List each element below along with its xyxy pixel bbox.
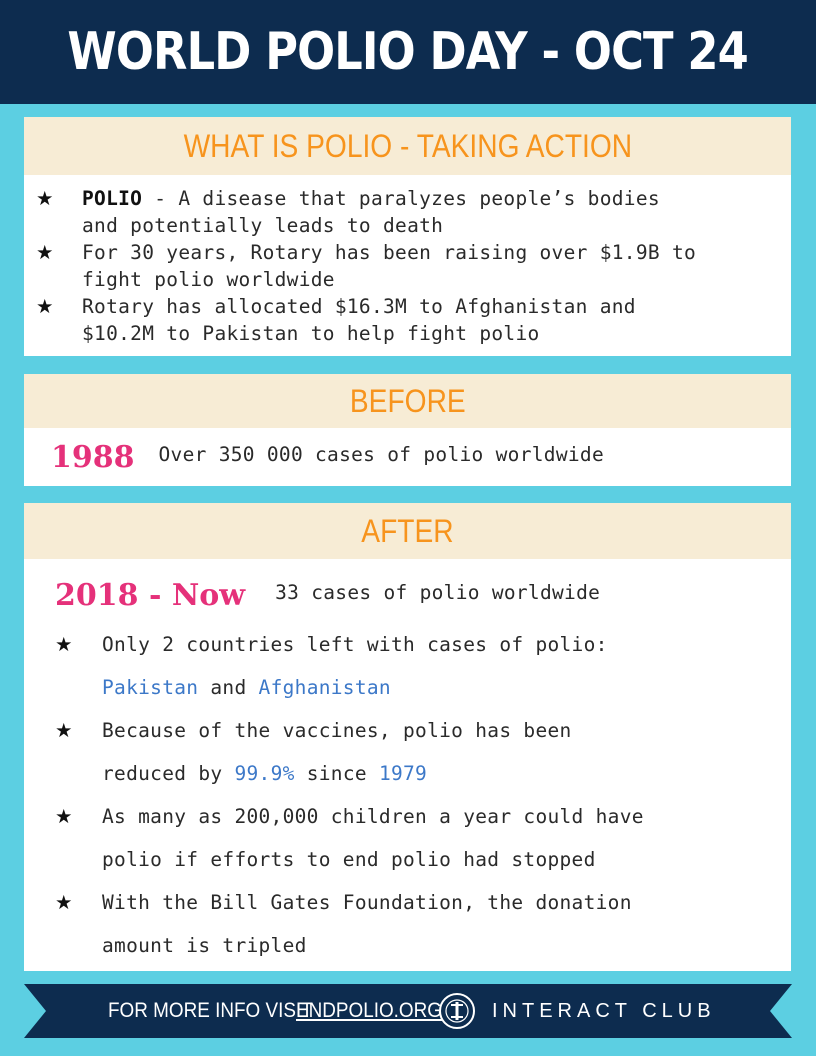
list-item: ★ Rotary has allocated $16.3M to Afghani… (24, 293, 791, 347)
title-bar: WORLD POLIO DAY - OCT 24 (0, 0, 816, 104)
section-heading-what-is-polio: WHAT IS POLIO - TAKING ACTION (24, 117, 791, 175)
footer-link-wrap: ENDPOLIO.ORG (296, 984, 458, 1038)
polio-term: POLIO (82, 187, 143, 210)
year-label: 1988 (51, 439, 135, 475)
bullet-text: Because of the vaccines, polio has been (102, 719, 572, 742)
footer-prefix: FOR MORE INFO VISIT (108, 999, 313, 1022)
country-afghanistan: Afghanistan (258, 676, 391, 699)
bullet-text: For 30 years, Rotary has been raising ov… (82, 241, 697, 264)
star-icon: ★ (36, 241, 54, 264)
star-icon: ★ (55, 633, 73, 656)
bullet-text: $10.2M to Pakistan to help fight polio (82, 322, 540, 345)
section-heading-after: AFTER (24, 503, 791, 559)
year-1979: 1979 (378, 762, 428, 785)
bullet-text: since (294, 762, 379, 785)
star-icon: ★ (36, 295, 54, 318)
bullet-text: With the Bill Gates Foundation, the dona… (102, 891, 632, 914)
before-text: Over 350 000 cases of polio worldwide (158, 442, 604, 466)
bullet-text: fight polio worldwide (82, 268, 335, 291)
before-row: 1988 Over 350 000 cases of polio worldwi… (24, 428, 791, 486)
footer-club: INTERACT CLUB (492, 984, 716, 1038)
star-icon: ★ (55, 805, 73, 828)
section-heading-before: BEFORE (24, 374, 791, 428)
bullet-text: Only 2 countries left with cases of poli… (102, 633, 608, 656)
star-icon: ★ (55, 891, 73, 914)
list-item: ★ As many as 200,000 children a year cou… (24, 795, 791, 881)
bullet-text: As many as 200,000 children a year could… (102, 805, 644, 828)
after-row: 2018 - Now 33 cases of polio worldwide (24, 559, 791, 623)
bullet-text: polio if efforts to end polio had stoppe… (102, 848, 596, 871)
what-is-polio-list: ★ POLIO - A disease that paralyzes peopl… (24, 175, 791, 347)
section-what-is-polio: WHAT IS POLIO - TAKING ACTION ★ POLIO - … (24, 117, 791, 356)
endpolio-link[interactable]: ENDPOLIO.ORG (296, 999, 442, 1022)
section-after: AFTER 2018 - Now 33 cases of polio world… (24, 503, 791, 971)
list-item: ★ Because of the vaccines, polio has bee… (24, 709, 791, 795)
section-heading-text: WHAT IS POLIO - TAKING ACTION (183, 127, 632, 164)
bullet-text: amount is tripled (102, 934, 307, 957)
section-before: BEFORE 1988 Over 350 000 cases of polio … (24, 374, 791, 486)
page-title: WORLD POLIO DAY - OCT 24 (67, 22, 749, 82)
bullet-text: and potentially leads to death (82, 214, 444, 237)
reduction-percent: 99.9% (234, 762, 295, 785)
bullet-text: Rotary has allocated $16.3M to Afghanist… (82, 295, 636, 318)
country-pakistan: Pakistan (102, 676, 199, 699)
section-heading-text: BEFORE (349, 382, 466, 419)
list-item: ★ Only 2 countries left with cases of po… (24, 623, 791, 709)
after-list: ★ Only 2 countries left with cases of po… (24, 623, 791, 967)
list-item: ★ With the Bill Gates Foundation, the do… (24, 881, 791, 967)
list-item: ★ For 30 years, Rotary has been raising … (24, 239, 791, 293)
club-name: INTERACT CLUB (492, 999, 716, 1022)
interact-seal-icon (439, 993, 475, 1029)
bullet-text: reduced by (102, 762, 235, 785)
bullet-text: and (198, 676, 259, 699)
star-icon: ★ (55, 719, 73, 742)
section-heading-text: AFTER (361, 512, 454, 549)
list-item: ★ POLIO - A disease that paralyzes peopl… (24, 185, 791, 239)
footer-ribbon (24, 984, 792, 1038)
bullet-text: - A disease that paralyzes people’s bodi… (142, 187, 660, 210)
star-icon: ★ (36, 187, 54, 210)
footer-info: FOR MORE INFO VISIT (108, 984, 336, 1038)
year-label: 2018 - Now (55, 577, 246, 613)
after-text: 33 cases of polio worldwide (275, 580, 601, 604)
